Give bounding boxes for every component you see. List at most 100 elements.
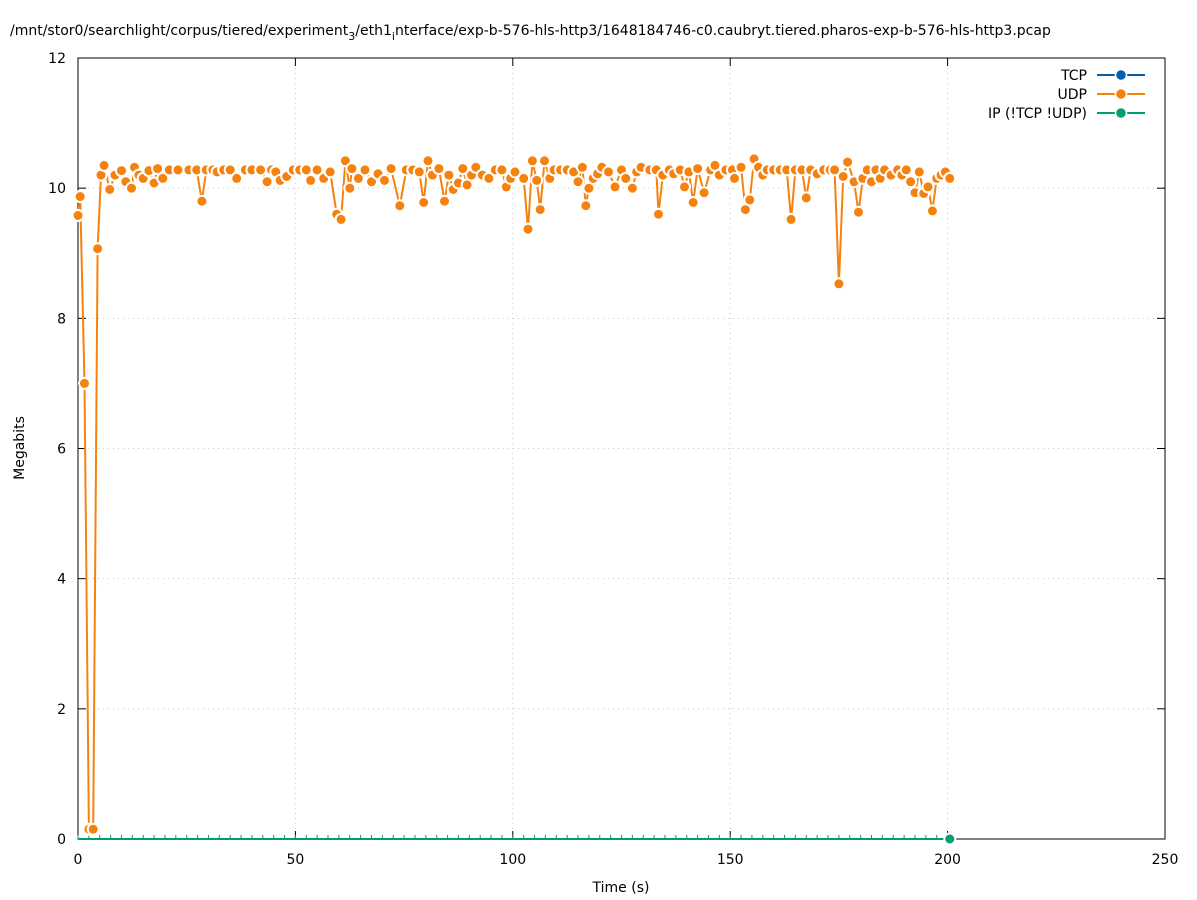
data-point <box>351 171 365 185</box>
data-point <box>921 180 935 194</box>
data-point <box>310 163 324 177</box>
data-point <box>343 181 357 195</box>
data-point <box>525 154 539 168</box>
data-point <box>456 162 470 176</box>
data-point <box>575 160 589 174</box>
data-point <box>943 832 957 846</box>
data-point <box>384 162 398 176</box>
data-point <box>579 199 593 213</box>
legend-label: IP (!TCP !UDP) <box>988 106 1087 122</box>
chart-title-part-2: /eth1 <box>355 23 392 39</box>
chart-title: /mnt/stor0/searchlight/corpus/tiered/exp… <box>10 23 1051 43</box>
data-point <box>495 163 509 177</box>
data-point <box>260 175 274 189</box>
data-point <box>393 199 407 213</box>
data-point <box>432 162 446 176</box>
data-point <box>521 222 535 236</box>
x-tick-label: 150 <box>717 852 744 868</box>
data-point <box>697 186 711 200</box>
data-point <box>517 171 531 185</box>
y-tick-label: 4 <box>57 572 66 588</box>
data-point <box>195 194 209 208</box>
data-point <box>530 173 544 187</box>
data-point <box>602 165 615 179</box>
data-point <box>334 212 348 226</box>
y-tick-label: 10 <box>48 181 66 197</box>
y-tick-label: 8 <box>57 311 66 327</box>
y-axis-title: Megabits <box>12 416 28 480</box>
data-point <box>619 171 633 185</box>
data-point <box>533 203 547 217</box>
data-point <box>841 155 855 169</box>
chart-title-subscript-2: i <box>392 30 395 43</box>
data-point <box>438 194 451 208</box>
data-point <box>378 173 391 187</box>
data-point <box>156 171 170 185</box>
data-point <box>912 165 926 179</box>
data-point <box>299 163 313 177</box>
data-point <box>412 165 426 179</box>
data-point <box>223 163 237 177</box>
data-point <box>254 163 268 177</box>
data-point <box>728 171 741 185</box>
data-point <box>678 180 691 194</box>
x-tick-label: 200 <box>934 852 961 868</box>
chart-title-part-3: nterface/exp-b-576-hls-http3/1648184746-… <box>395 23 1051 39</box>
data-point <box>538 154 551 168</box>
data-point <box>784 212 798 226</box>
data-point <box>925 204 939 218</box>
chart-title-subscript-1: 3 <box>348 30 355 43</box>
data-point <box>358 163 372 177</box>
y-tick-label: 12 <box>48 51 66 67</box>
data-point <box>86 822 100 836</box>
data-point <box>323 165 337 179</box>
data-point <box>734 160 748 174</box>
x-axis-title: Time (s) <box>592 880 650 896</box>
data-point <box>71 209 85 222</box>
x-tick-label: 50 <box>286 852 304 868</box>
data-point <box>103 183 117 196</box>
data-point <box>482 171 496 185</box>
data-point <box>832 277 846 291</box>
y-tick-label: 0 <box>57 832 66 848</box>
data-point <box>828 163 842 177</box>
series-udp <box>71 152 957 836</box>
data-point <box>125 181 138 195</box>
y-tick-label: 2 <box>57 702 66 718</box>
data-point <box>904 175 918 189</box>
legend-marker <box>1114 106 1128 120</box>
data-point <box>899 163 913 177</box>
data-point <box>421 154 435 168</box>
legend-label: UDP <box>1058 87 1087 103</box>
data-point <box>230 171 244 185</box>
data-point <box>943 171 957 185</box>
data-point <box>743 193 757 207</box>
data-point <box>571 175 585 189</box>
data-point <box>345 162 359 176</box>
data-point <box>852 205 865 219</box>
data-point <box>91 242 105 256</box>
x-tick-label: 250 <box>1152 852 1179 868</box>
legend: TCP UDP IP (!TCP !UDP) <box>988 68 1145 122</box>
x-tick-label: 100 <box>499 852 526 868</box>
series-line <box>77 155 951 831</box>
data-point <box>799 191 813 205</box>
grid-lines <box>78 58 1165 839</box>
data-point <box>115 164 128 178</box>
legend-label: TCP <box>1060 68 1087 84</box>
data-point <box>691 162 705 176</box>
data-point <box>686 196 700 209</box>
data-point <box>78 376 91 390</box>
data-point <box>417 196 431 209</box>
data-point <box>97 158 111 172</box>
data-point <box>608 180 622 194</box>
data-point <box>652 207 665 221</box>
data-point <box>442 168 456 182</box>
x-tick-label: 0 <box>74 852 83 868</box>
chart-title-part-1: /mnt/stor0/searchlight/corpus/tiered/exp… <box>10 23 349 39</box>
data-point <box>625 181 639 195</box>
data-point <box>304 173 318 187</box>
data-series <box>71 152 957 846</box>
data-point <box>171 163 185 177</box>
y-tick-label: 6 <box>57 442 66 458</box>
